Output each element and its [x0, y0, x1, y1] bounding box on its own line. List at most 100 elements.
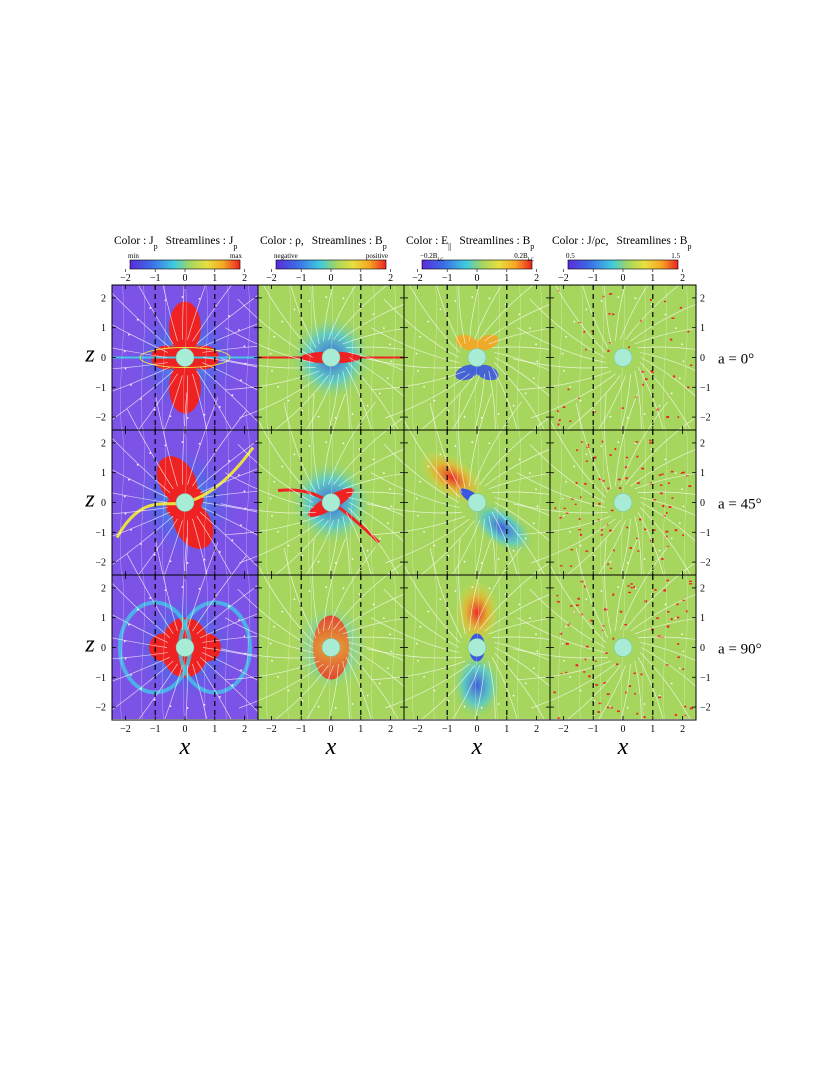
- colorbar-tick: 1: [212, 273, 217, 284]
- colorbar-min-label: negative: [274, 252, 298, 260]
- z-tick-label: 2: [700, 438, 705, 449]
- x-tick-label: 0: [329, 724, 334, 735]
- colorbar-tick: 2: [534, 273, 539, 284]
- column-title-3: Color : E|| Streamlines : Bp: [406, 235, 534, 251]
- star-disk: [321, 348, 341, 367]
- x-tick-label: 2: [680, 724, 685, 735]
- colorbar-tick: 2: [680, 273, 685, 284]
- colorbar-tick: −2: [558, 273, 569, 284]
- z-tick-label: −1: [95, 673, 106, 684]
- colorbar-gradient: [275, 259, 387, 270]
- z-tick-label: −2: [95, 413, 106, 424]
- colorbar-min-label: 0.5: [566, 252, 575, 260]
- column-titles: Color : Jp Streamlines : Jp Color : ρ, Stre…: [114, 235, 691, 251]
- z-tick-label: −1: [95, 383, 106, 394]
- colorbar-tick: −2: [266, 273, 277, 284]
- column-title-1: Color : Jp Streamlines : Jp: [114, 235, 237, 251]
- z-tick-label: 0: [700, 643, 705, 654]
- star-disk: [613, 493, 633, 512]
- z-tick-label: 1: [700, 468, 705, 479]
- colorbar-tick: 1: [504, 273, 509, 284]
- z-tick-label: 2: [700, 583, 705, 594]
- z-tick-label: 1: [700, 613, 705, 624]
- x-tick-label: 1: [358, 724, 363, 735]
- x-axis-label: x: [471, 734, 483, 760]
- colorbar-tick: 0: [475, 273, 480, 284]
- z-tick-label: 0: [101, 498, 106, 509]
- x-tick-label: 0: [183, 724, 188, 735]
- z-tick-label: 1: [101, 323, 106, 334]
- panel-r3-c3: [366, 538, 588, 719]
- z-tick-label: 1: [101, 613, 106, 624]
- row-label: a = 45°: [718, 497, 762, 513]
- colorbar-tick: −1: [442, 273, 453, 284]
- x-tick-label: 1: [212, 724, 217, 735]
- color-label: Color : Jp Streamlines : Jp: [114, 235, 237, 251]
- colorbar-tick: −2: [412, 273, 423, 284]
- star-disk: [175, 493, 195, 512]
- star-disk: [613, 638, 633, 657]
- x-tick-label: −2: [558, 724, 569, 735]
- z-tick-label: 2: [700, 293, 705, 304]
- colorbar-tick: 2: [388, 273, 393, 284]
- panel-r3-c4: [512, 538, 696, 719]
- x-tick-label: 0: [475, 724, 480, 735]
- z-tick-label: −2: [95, 703, 106, 714]
- star-disk: [613, 348, 633, 367]
- z-tick-label: −1: [95, 528, 106, 539]
- star-disk: [321, 493, 341, 512]
- x-tick-label: −1: [150, 724, 161, 735]
- colorbar-tick: −1: [296, 273, 307, 284]
- color-label: Color : J/ρc, Streamlines : Bp: [552, 235, 691, 251]
- colorbar-3: −0.2BLC 0.2BLC −2 −1 0 1 2: [412, 252, 539, 284]
- x-tick-label: 2: [534, 724, 539, 735]
- colorbar-tick: 2: [242, 273, 247, 284]
- colorbar-1: min max −2 −1 0 1 2: [120, 252, 247, 284]
- colorbar-tick: 0: [329, 273, 334, 284]
- colorbar-4: 0.5 1.5 −2 −1 0 1 2: [558, 252, 685, 284]
- star-disk: [175, 348, 195, 367]
- z-tick-label: −2: [700, 703, 711, 714]
- panel-grid: [112, 285, 696, 719]
- column-title-2: Color : ρ, Streamlines : Bp: [260, 235, 387, 251]
- colorbar-min-label: −0.2BLC: [420, 252, 444, 263]
- z-tick-label: 2: [101, 438, 106, 449]
- panel-r1-c4: [512, 285, 696, 467]
- panel-r2-c2: [220, 393, 442, 612]
- star-disk: [321, 638, 341, 657]
- x-tick-label: −2: [266, 724, 277, 735]
- star-disk: [467, 348, 487, 367]
- colorbar-tick: 0: [183, 273, 188, 284]
- z-tick-label: 1: [700, 323, 705, 334]
- axis-labels: 2 2 1 1 0 0 −1 −1 −2 −2 z a = 0° 2 2 1 1 0 0 −1 −1 −2 −2 z a = …: [84, 293, 761, 760]
- z-tick-label: 0: [700, 498, 705, 509]
- colorbar-tick: 1: [358, 273, 363, 284]
- panel-r1-c3: [366, 285, 588, 467]
- z-tick-label: −2: [700, 413, 711, 424]
- colorbar-tick: −1: [150, 273, 161, 284]
- colorbar-gradient: [567, 259, 679, 270]
- z-tick-label: −1: [700, 528, 711, 539]
- z-tick-label: 1: [101, 468, 106, 479]
- x-tick-label: 2: [242, 724, 247, 735]
- panel-r2-c1: [112, 392, 295, 613]
- colorbar-tick: −1: [588, 273, 599, 284]
- star-disk: [175, 638, 195, 657]
- z-tick-label: 0: [101, 643, 106, 654]
- star-disk: [467, 493, 487, 512]
- x-tick-label: 1: [650, 724, 655, 735]
- z-axis-label: z: [84, 632, 95, 658]
- x-tick-label: 1: [504, 724, 509, 735]
- column-title-4: Color : J/ρc, Streamlines : Bp: [552, 235, 691, 251]
- panel-r3-c2: [220, 538, 442, 719]
- z-tick-label: −2: [700, 558, 711, 569]
- z-tick-label: 0: [101, 353, 106, 364]
- x-tick-label: −2: [412, 724, 423, 735]
- colorbar-gradient: [129, 259, 241, 270]
- x-axis-label: x: [617, 734, 629, 760]
- z-tick-label: −2: [95, 558, 106, 569]
- colorbar-max-label: positive: [366, 252, 388, 260]
- star-disk: [467, 638, 487, 657]
